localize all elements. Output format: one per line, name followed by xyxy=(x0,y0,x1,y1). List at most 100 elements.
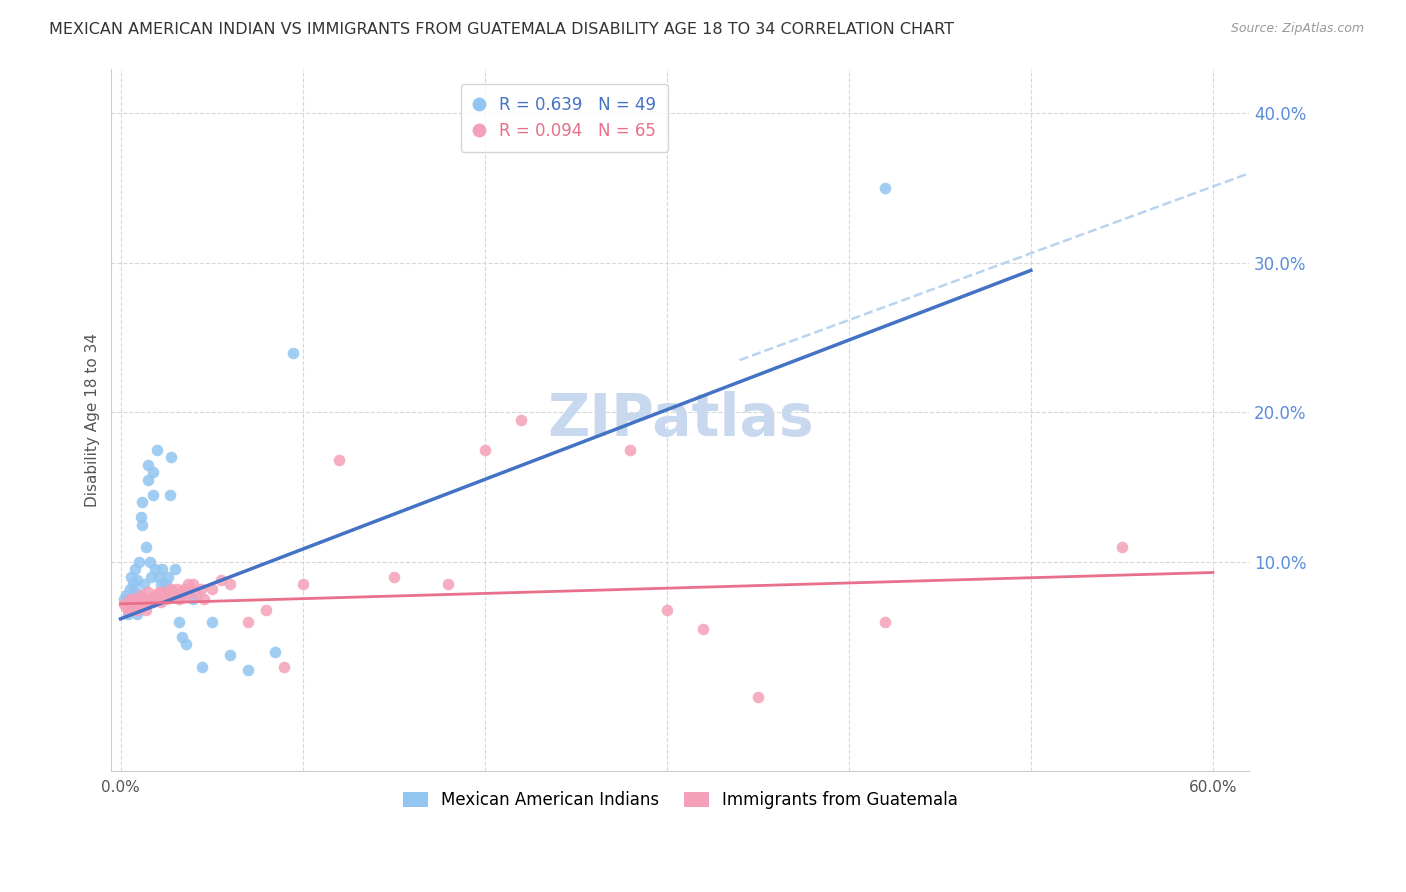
Point xyxy=(128,603,150,617)
Point xyxy=(120,599,142,614)
Point xyxy=(120,570,142,584)
Point xyxy=(159,488,181,502)
Point xyxy=(124,595,146,609)
Point xyxy=(191,659,214,673)
Point xyxy=(177,577,200,591)
Point xyxy=(142,488,165,502)
Point xyxy=(124,585,146,599)
Point xyxy=(125,573,148,587)
Point xyxy=(173,582,195,596)
Point xyxy=(136,592,159,607)
Point xyxy=(131,517,153,532)
Point xyxy=(619,442,641,457)
Point xyxy=(167,592,190,607)
Point xyxy=(128,555,150,569)
Point xyxy=(291,577,314,591)
Point xyxy=(174,588,197,602)
Point xyxy=(129,510,152,524)
Point xyxy=(149,595,172,609)
Point xyxy=(165,588,187,602)
Point xyxy=(655,603,678,617)
Point xyxy=(131,595,153,609)
Point xyxy=(143,562,166,576)
Point xyxy=(875,181,897,195)
Point xyxy=(124,599,146,614)
Point xyxy=(162,585,184,599)
Point xyxy=(141,592,163,607)
Point xyxy=(160,582,183,596)
Legend: Mexican American Indians, Immigrants from Guatemala: Mexican American Indians, Immigrants fro… xyxy=(396,784,965,816)
Point xyxy=(143,588,166,602)
Point xyxy=(236,663,259,677)
Point xyxy=(165,562,187,576)
Point xyxy=(183,577,205,591)
Point xyxy=(125,603,148,617)
Point xyxy=(155,577,177,591)
Point xyxy=(174,637,197,651)
Point xyxy=(118,592,141,607)
Point xyxy=(122,592,145,607)
Point xyxy=(209,573,232,587)
Point xyxy=(510,413,533,427)
Point xyxy=(135,540,157,554)
Point xyxy=(141,570,163,584)
Point xyxy=(186,588,208,602)
Point xyxy=(382,570,405,584)
Point xyxy=(283,345,305,359)
Point xyxy=(156,570,179,584)
Point xyxy=(474,442,496,457)
Point xyxy=(218,648,240,662)
Text: Source: ZipAtlas.com: Source: ZipAtlas.com xyxy=(1230,22,1364,36)
Point xyxy=(155,592,177,607)
Point xyxy=(148,570,170,584)
Point xyxy=(118,599,141,614)
Point xyxy=(190,582,212,596)
Point xyxy=(159,588,181,602)
Point xyxy=(169,585,191,599)
Point xyxy=(875,615,897,629)
Point xyxy=(273,659,295,673)
Point xyxy=(172,588,194,602)
Point xyxy=(138,595,160,609)
Point xyxy=(160,450,183,465)
Point xyxy=(179,582,201,596)
Point xyxy=(138,555,160,569)
Point xyxy=(136,473,159,487)
Text: MEXICAN AMERICAN INDIAN VS IMMIGRANTS FROM GUATEMALA DISABILITY AGE 18 TO 34 COR: MEXICAN AMERICAN INDIAN VS IMMIGRANTS FR… xyxy=(49,22,955,37)
Point xyxy=(134,592,156,607)
Point xyxy=(131,495,153,509)
Point xyxy=(156,585,179,599)
Point xyxy=(136,585,159,599)
Point xyxy=(118,582,141,596)
Point xyxy=(142,595,165,609)
Point xyxy=(125,607,148,622)
Point xyxy=(128,592,150,607)
Point xyxy=(183,592,205,607)
Point xyxy=(264,645,287,659)
Point xyxy=(135,603,157,617)
Point xyxy=(218,577,240,591)
Point xyxy=(122,597,145,611)
Point xyxy=(149,577,172,591)
Point xyxy=(153,588,176,602)
Point xyxy=(166,582,188,596)
Text: ZIPatlas: ZIPatlas xyxy=(547,392,814,449)
Point xyxy=(122,603,145,617)
Point xyxy=(120,595,142,609)
Point xyxy=(117,607,139,622)
Point xyxy=(122,577,145,591)
Point xyxy=(167,615,190,629)
Point xyxy=(129,599,152,614)
Point xyxy=(129,588,152,602)
Point xyxy=(193,592,215,607)
Point xyxy=(146,592,169,607)
Point xyxy=(136,458,159,472)
Point xyxy=(437,577,460,591)
Point xyxy=(142,465,165,479)
Point xyxy=(112,592,135,607)
Point xyxy=(115,588,138,602)
Point xyxy=(150,585,173,599)
Point xyxy=(148,585,170,599)
Point xyxy=(146,442,169,457)
Point xyxy=(124,562,146,576)
